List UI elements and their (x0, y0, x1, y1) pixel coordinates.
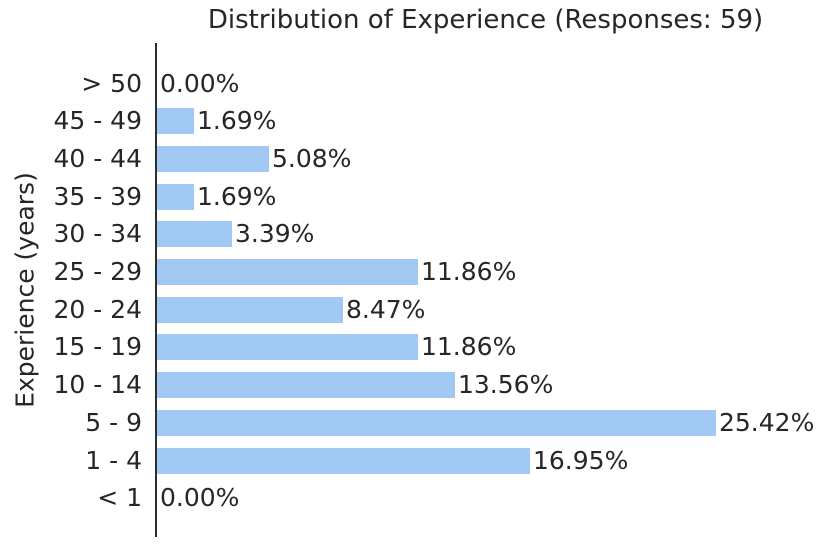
bar (157, 334, 418, 361)
value-label: 11.86% (421, 257, 517, 286)
bar (157, 145, 269, 172)
category-label: 5 - 9 (85, 407, 142, 437)
bar (157, 296, 343, 323)
value-label: 8.47% (346, 294, 426, 324)
category-label: 20 - 24 (53, 294, 142, 324)
category-label: 35 - 39 (53, 181, 142, 211)
bar (157, 221, 232, 248)
bar (157, 372, 455, 399)
category-label: 1 - 4 (85, 445, 142, 475)
value-label: 0.00% (160, 483, 240, 513)
category-label: > 50 (81, 68, 142, 98)
category-label: 15 - 19 (53, 332, 142, 362)
category-label: 10 - 14 (53, 370, 142, 400)
value-label: 13.56% (458, 370, 554, 400)
category-label: 30 - 34 (53, 219, 142, 249)
value-label: 25.42% (719, 407, 815, 437)
category-label: 25 - 29 (53, 257, 142, 286)
category-label: < 1 (97, 483, 142, 513)
value-label: 5.08% (272, 143, 352, 173)
value-label: 1.69% (197, 181, 277, 211)
bar (157, 259, 418, 285)
value-label: 3.39% (235, 219, 315, 249)
y-axis-spine (155, 43, 157, 537)
category-label: 45 - 49 (53, 106, 142, 136)
bar (157, 183, 194, 210)
bar (157, 447, 530, 474)
bar (157, 108, 194, 135)
value-label: 0.00% (160, 68, 240, 98)
value-label: 16.95% (533, 445, 629, 475)
category-label: 40 - 44 (53, 143, 142, 173)
value-label: 11.86% (421, 332, 517, 362)
value-label: 1.69% (197, 106, 277, 136)
chart-title: Distribution of Experience (Responses: 5… (207, 5, 764, 35)
bar (157, 409, 716, 436)
